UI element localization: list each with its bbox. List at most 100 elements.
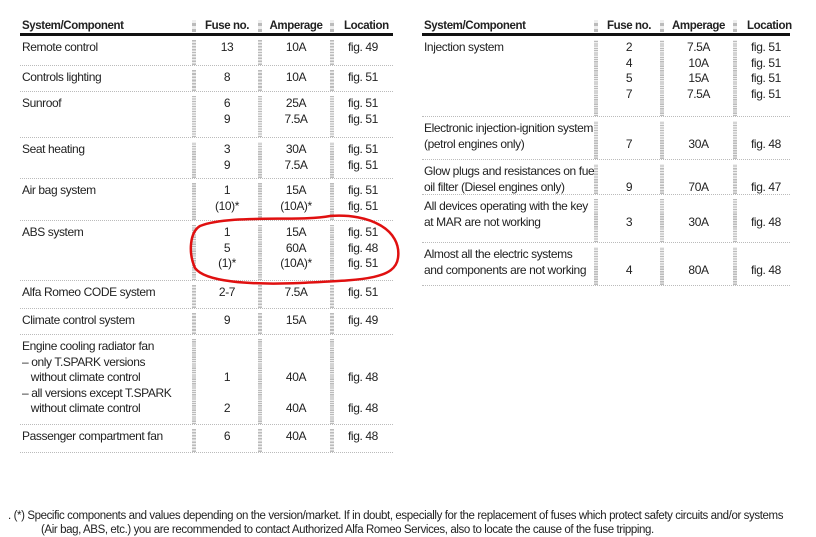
table-row: Engine cooling radiator fan – only T.SPAR… bbox=[20, 335, 393, 425]
component-value: without climate control bbox=[22, 401, 141, 415]
fuse-value: (1)* bbox=[218, 256, 236, 270]
fuse-cell: 6 bbox=[192, 429, 258, 452]
amperage-value: 7.5A bbox=[686, 40, 711, 54]
fuse-value bbox=[196, 339, 258, 355]
header-amperage: Amperage bbox=[660, 20, 733, 32]
fuse-value: 4 bbox=[625, 262, 633, 277]
component-value: – only T.SPARK versions bbox=[22, 354, 146, 369]
location-cell: fig. 51 fig. 51 fig. 51 fig. 51 bbox=[733, 40, 790, 116]
location-value bbox=[348, 386, 393, 402]
location-value: fig. 49 bbox=[348, 40, 378, 54]
component-value: Alfa Romeo CODE system bbox=[22, 285, 156, 299]
header-location: Location bbox=[330, 20, 393, 32]
fuse-cell: 7 bbox=[594, 121, 660, 159]
amperage-value bbox=[664, 121, 733, 137]
component-cell: Seat heating bbox=[20, 142, 192, 178]
header-amperage: Amperage bbox=[258, 20, 330, 32]
footnote: . (*) Specific components and values dep… bbox=[8, 509, 808, 537]
amperage-value: 7.5A bbox=[284, 157, 308, 172]
location-value: fig. 51 bbox=[348, 157, 378, 172]
amperage-value: 80A bbox=[688, 262, 709, 277]
fuse-value: (10)* bbox=[214, 198, 239, 213]
amperage-value: 7.5A bbox=[284, 285, 308, 299]
amperage-cell: 80A bbox=[660, 247, 733, 285]
location-value: fig. 48 bbox=[751, 136, 781, 151]
component-value: Air bag system bbox=[22, 183, 96, 197]
amperage-cell: 40A bbox=[258, 429, 330, 452]
location-value: fig. 51 bbox=[348, 285, 378, 299]
header-fuse: Fuse no. bbox=[594, 20, 660, 32]
amperage-value: 30A bbox=[285, 142, 307, 156]
location-value: fig. 51 bbox=[751, 55, 781, 70]
table-row: Almost all the electric systems and compo… bbox=[422, 243, 790, 286]
component-cell: Engine cooling radiator fan – only T.SPAR… bbox=[20, 339, 192, 424]
location-value: fig. 51 bbox=[348, 198, 378, 213]
location-cell: fig. 51 bbox=[330, 285, 393, 308]
location-value: fig. 48 bbox=[348, 429, 378, 443]
table-row: Seat heating 3 9 30A 7.5A fig. 51 fig. 51 bbox=[20, 138, 393, 179]
table-row: All devices operating with the key at MAR… bbox=[422, 195, 790, 243]
location-value: fig. 51 bbox=[751, 86, 781, 101]
location-value: fig. 47 bbox=[751, 179, 781, 194]
amperage-value: 15A bbox=[285, 225, 307, 239]
fuse-value: 1 bbox=[223, 370, 231, 384]
fuse-value: 1 bbox=[223, 183, 231, 197]
component-value: All devices operating with the key bbox=[424, 199, 588, 213]
table-row: Alfa Romeo CODE system 2-7 7.5A fig. 51 bbox=[20, 281, 393, 309]
fuse-cell: 2-7 bbox=[192, 285, 258, 308]
component-cell: Air bag system bbox=[20, 183, 192, 220]
component-cell: Injection system bbox=[422, 40, 594, 116]
header-location: Location bbox=[733, 20, 792, 32]
location-value: fig. 48 bbox=[348, 401, 378, 415]
amperage-value: 70A bbox=[688, 179, 709, 194]
component-value: Climate control system bbox=[22, 313, 135, 327]
fuse-value bbox=[598, 121, 660, 137]
fuse-value: 7 bbox=[625, 136, 633, 151]
amperage-value: 10A bbox=[285, 70, 307, 84]
table-row: Glow plugs and resistances on fuel oil fi… bbox=[422, 160, 790, 195]
amperage-cell: 10A bbox=[258, 40, 330, 65]
component-cell: Passenger compartment fan bbox=[20, 429, 192, 452]
location-value: fig. 51 bbox=[751, 40, 781, 54]
fuse-value: 8 bbox=[223, 70, 231, 84]
fuse-cell: 1 (10)* bbox=[192, 183, 258, 220]
component-value: at MAR are not working bbox=[424, 214, 541, 229]
footnote-line-1: . (*) Specific components and values dep… bbox=[8, 510, 784, 522]
fuse-cell: 1 5 (1)* bbox=[192, 225, 258, 280]
component-value: and components are not working bbox=[424, 262, 587, 277]
fuse-value: 9 bbox=[625, 179, 633, 194]
fuse-value: 2 bbox=[223, 401, 231, 415]
location-cell: fig. 51 fig. 51 bbox=[330, 96, 393, 137]
component-cell: Electronic injection-ignition system (pet… bbox=[422, 121, 594, 159]
table-row: Electronic injection-ignition system (pet… bbox=[422, 117, 790, 160]
fuse-value: 5 bbox=[223, 240, 231, 255]
table-row: Controls lighting 8 10A fig. 51 bbox=[20, 66, 393, 92]
fuse-value: 13 bbox=[220, 40, 234, 54]
location-value: fig. 51 bbox=[348, 225, 378, 239]
location-value bbox=[348, 339, 393, 355]
location-cell: fig. 51 fig. 51 bbox=[330, 183, 393, 220]
amperage-cell: 30A bbox=[660, 121, 733, 159]
component-value: Seat heating bbox=[22, 142, 85, 156]
fuse-value bbox=[598, 247, 660, 263]
component-cell: All devices operating with the key at MAR… bbox=[422, 199, 594, 242]
fuse-value: 6 bbox=[223, 96, 231, 110]
amperage-cell: 40A 40A bbox=[258, 339, 330, 424]
amperage-value: 10A bbox=[285, 40, 307, 54]
amperage-value bbox=[262, 355, 330, 371]
location-cell: fig. 48 bbox=[733, 199, 790, 242]
component-value: Engine cooling radiator fan bbox=[22, 339, 154, 353]
component-cell: Glow plugs and resistances on fuel oil fi… bbox=[422, 164, 597, 194]
header-component: System/Component bbox=[424, 20, 526, 32]
component-value: Glow plugs and resistances on fuel bbox=[424, 164, 597, 178]
table-row: ABS system 1 5 (1)* 15A 60A (10A)* fig. 51 fig. … bbox=[20, 221, 393, 281]
component-cell: Alfa Romeo CODE system bbox=[20, 285, 192, 308]
amperage-value: 15A bbox=[688, 71, 709, 85]
table-row: Injection system 2 4 5 7 7.5A 10A 15A 7.5A fig. 5… bbox=[422, 36, 790, 117]
fuse-cell: 3 bbox=[594, 199, 660, 242]
table-header: System/Component Fuse no. Amperage Location bbox=[20, 14, 393, 36]
component-cell: Controls lighting bbox=[20, 70, 192, 91]
amperage-value: 60A bbox=[285, 240, 307, 255]
